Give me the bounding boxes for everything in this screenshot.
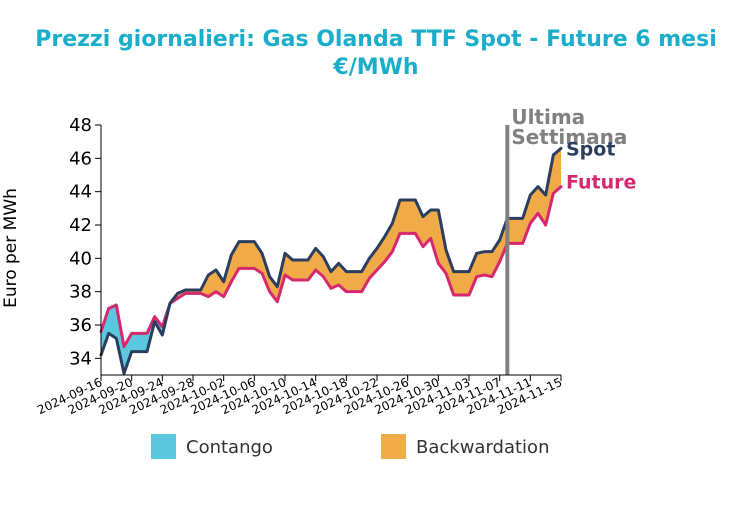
y-axis: 34 36 38 40 42 44 46 48 <box>69 115 102 375</box>
series-line-spot <box>99 146 563 375</box>
y-tick-label: 34 <box>69 348 92 369</box>
y-axis-label: Euro per MWh <box>1 188 21 308</box>
series-label-spot: Spot <box>566 138 615 160</box>
y-tick-label: 36 <box>69 315 92 336</box>
last-week-label-line1: Ultima <box>511 105 585 129</box>
y-tick-label: 46 <box>69 148 92 169</box>
chart-title: Prezzi giornalieri: Gas Olanda TTF Spot … <box>35 27 717 52</box>
series-labels: Spot Future <box>566 138 636 193</box>
legend-label-backwardation: Backwardation <box>416 437 549 458</box>
backwardation-fill <box>170 148 561 304</box>
y-tick-label: 42 <box>69 215 92 236</box>
series-label-future: Future <box>566 172 636 194</box>
y-tick-label: 40 <box>69 248 92 269</box>
series-lines <box>99 146 563 375</box>
legend: Contango Backwardation <box>151 434 549 459</box>
x-axis: 2024-09-162024-09-202024-09-242024-09-28… <box>35 374 564 417</box>
fill-areas <box>101 148 561 374</box>
legend-label-contango: Contango <box>186 437 273 458</box>
y-tick-label: 48 <box>69 115 92 136</box>
chart-subtitle: €/MWh <box>332 55 418 80</box>
legend-swatch-backwardation <box>381 434 406 459</box>
last-week-label-line2: Settimana <box>511 125 627 149</box>
contango-fill <box>101 303 170 374</box>
y-tick-label: 44 <box>69 182 92 203</box>
y-tick-label: 38 <box>69 282 92 303</box>
legend-swatch-contango <box>151 434 176 459</box>
series-line-future <box>99 185 563 349</box>
